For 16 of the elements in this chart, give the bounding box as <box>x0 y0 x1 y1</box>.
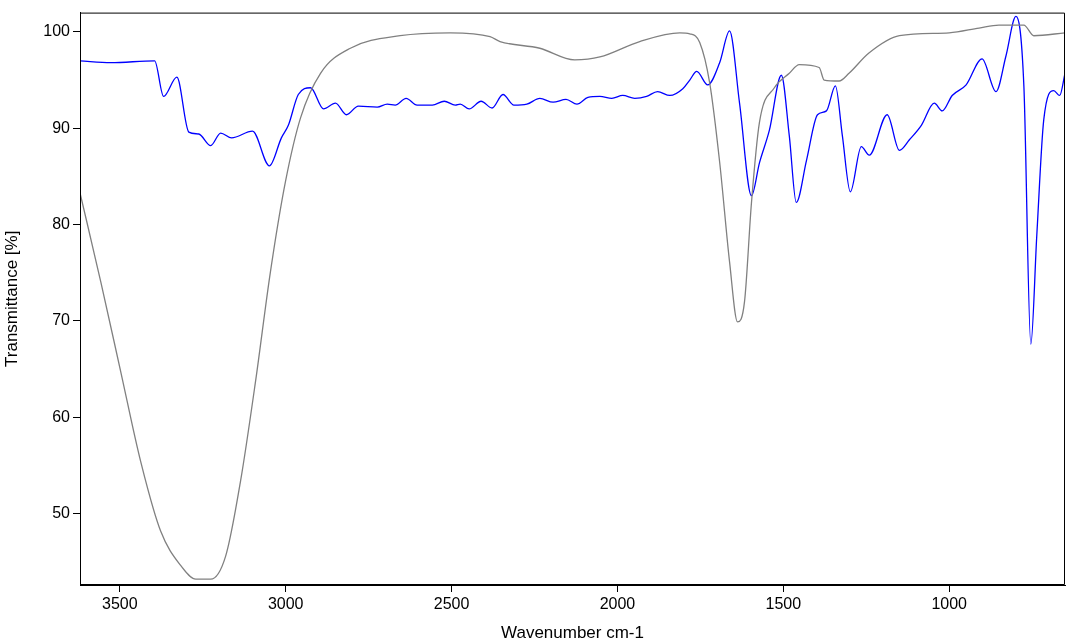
y-tick-label: 60 <box>52 407 71 425</box>
y-tick-label: 70 <box>52 311 71 329</box>
x-tick-label: 1500 <box>765 595 802 613</box>
x-tick-label: 3500 <box>102 595 138 613</box>
y-tick-label: 90 <box>52 118 71 136</box>
line-series <box>80 15 1065 345</box>
line-series <box>80 24 1065 580</box>
x-tick-label: 2500 <box>433 595 470 613</box>
x-axis-title: Wavenumber cm-1 <box>501 623 644 643</box>
x-tick-label: 1000 <box>931 595 968 613</box>
x-tick-label: 2000 <box>599 595 636 613</box>
y-tick-label: 100 <box>43 22 71 40</box>
y-axis-title: Transmittance [%] <box>1 230 21 367</box>
y-tick-label: 80 <box>52 215 71 233</box>
x-tick-label: 3000 <box>267 595 304 613</box>
y-tick-label: 50 <box>52 504 71 522</box>
